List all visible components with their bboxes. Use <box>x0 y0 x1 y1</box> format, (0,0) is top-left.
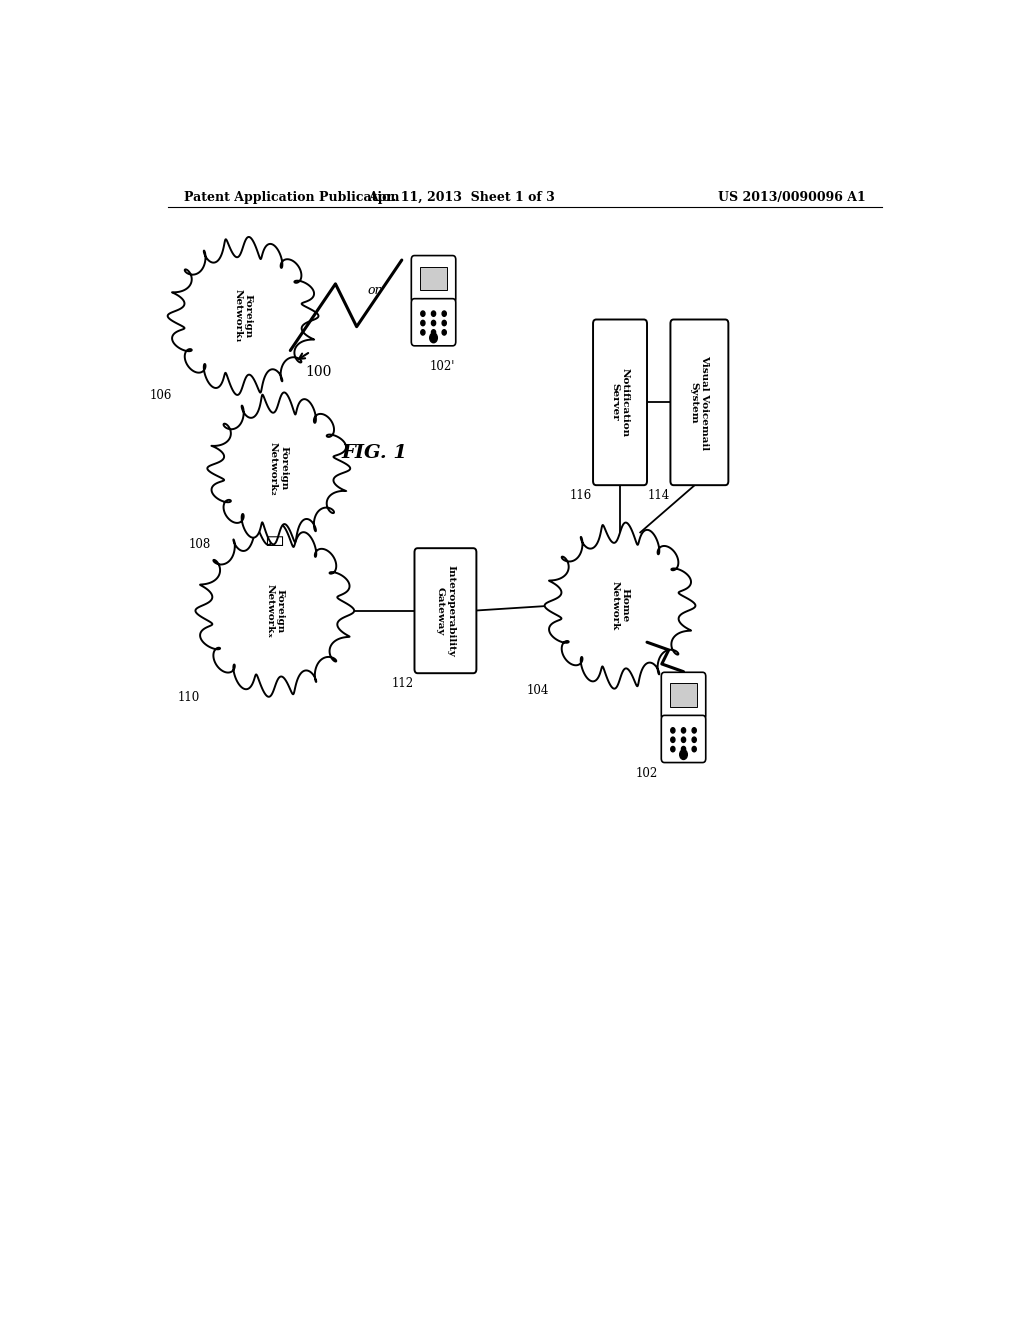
Circle shape <box>680 750 687 759</box>
Circle shape <box>692 746 696 752</box>
Text: Apr. 11, 2013  Sheet 1 of 3: Apr. 11, 2013 Sheet 1 of 3 <box>368 190 555 203</box>
Circle shape <box>430 333 437 343</box>
FancyBboxPatch shape <box>412 256 456 302</box>
FancyBboxPatch shape <box>415 548 476 673</box>
Text: Foreign
Network₂: Foreign Network₂ <box>269 441 289 495</box>
Text: Patent Application Publication: Patent Application Publication <box>183 190 399 203</box>
Text: 108: 108 <box>189 539 211 552</box>
Polygon shape <box>196 524 354 697</box>
FancyBboxPatch shape <box>671 319 728 486</box>
Circle shape <box>421 312 425 317</box>
Circle shape <box>442 321 446 326</box>
Text: 116: 116 <box>570 490 592 502</box>
Text: 104: 104 <box>526 685 549 697</box>
Circle shape <box>442 330 446 335</box>
Polygon shape <box>168 238 318 395</box>
FancyBboxPatch shape <box>662 672 706 719</box>
Polygon shape <box>208 392 350 544</box>
Text: Notification
Server: Notification Server <box>610 368 630 437</box>
Circle shape <box>431 312 435 317</box>
Circle shape <box>421 330 425 335</box>
Text: 102': 102' <box>430 360 455 374</box>
Circle shape <box>681 737 686 742</box>
Text: 112: 112 <box>391 677 414 690</box>
Text: or: or <box>368 284 381 297</box>
Text: Interoperability
Gateway: Interoperability Gateway <box>436 565 455 656</box>
Text: Foreign
Networkₓ: Foreign Networkₓ <box>265 583 285 638</box>
Text: Foreign
Network₁: Foreign Network₁ <box>233 289 253 343</box>
Text: ⋯: ⋯ <box>266 533 284 545</box>
FancyBboxPatch shape <box>593 319 647 486</box>
Circle shape <box>681 727 686 733</box>
Circle shape <box>431 321 435 326</box>
Circle shape <box>442 312 446 317</box>
Circle shape <box>671 737 675 742</box>
Circle shape <box>671 746 675 752</box>
Bar <box>670 684 697 706</box>
Polygon shape <box>545 523 695 689</box>
Text: FIG. 1: FIG. 1 <box>341 444 407 462</box>
Bar <box>420 267 446 290</box>
Text: Visual Voicemail
System: Visual Voicemail System <box>690 355 709 450</box>
Circle shape <box>431 330 435 335</box>
FancyBboxPatch shape <box>662 715 706 763</box>
Circle shape <box>681 746 686 752</box>
Text: 106: 106 <box>150 388 172 401</box>
Text: US 2013/0090096 A1: US 2013/0090096 A1 <box>718 190 866 203</box>
Circle shape <box>671 727 675 733</box>
Circle shape <box>692 727 696 733</box>
Circle shape <box>692 737 696 742</box>
FancyBboxPatch shape <box>412 298 456 346</box>
Text: 102: 102 <box>636 767 658 780</box>
Text: 114: 114 <box>647 490 670 502</box>
Circle shape <box>421 321 425 326</box>
Text: 100: 100 <box>305 364 332 379</box>
Text: Home
Network: Home Network <box>610 581 630 630</box>
Text: 110: 110 <box>177 690 200 704</box>
